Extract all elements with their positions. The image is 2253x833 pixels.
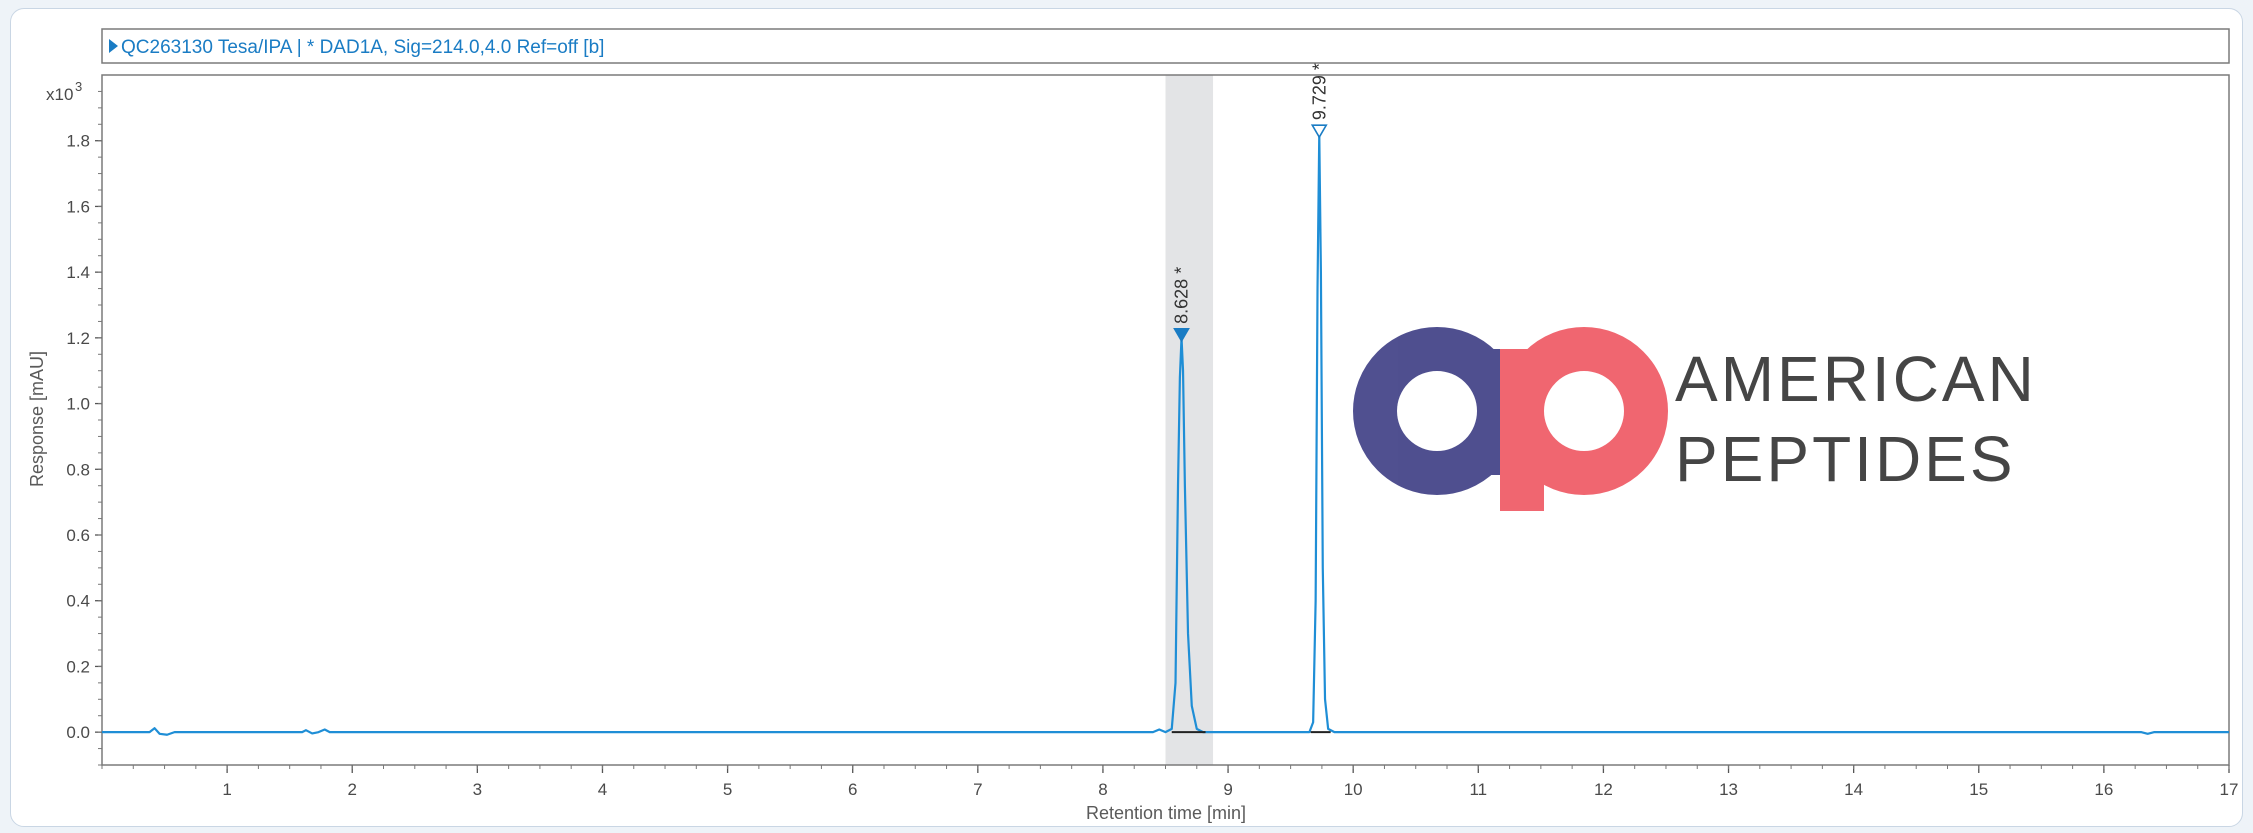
- x-tick-label: 1: [222, 780, 231, 799]
- x-tick-label: 2: [348, 780, 357, 799]
- chart-header: QC263130 Tesa/IPA | * DAD1A, Sig=214.0,4…: [121, 37, 604, 58]
- logo-line1: AMERICAN: [1675, 343, 2037, 415]
- x-tick-label: 9: [1223, 780, 1232, 799]
- x-tick-label: 12: [1594, 780, 1613, 799]
- y-tick-label: 1.2: [66, 329, 90, 348]
- x-tick-label: 17: [2220, 780, 2239, 799]
- x-axis: 1 2 3 4 5 6 7 8 9 10 11 12 13 14 15 16 17: [101, 765, 2239, 799]
- y-scale-exponent: 3: [75, 79, 82, 94]
- y-tick-label: 0.2: [66, 657, 90, 676]
- american-peptides-logo: AMERICAN PEPTIDES: [1353, 327, 2037, 511]
- x-tick-label: 6: [848, 780, 857, 799]
- y-axis: 0.0 0.2 0.4 0.6 0.8 1.0 1.2 1.4 1.6 1.8: [66, 90, 102, 766]
- expand-arrow-icon[interactable]: [109, 39, 118, 53]
- x-tick-label: 16: [2094, 780, 2113, 799]
- logo-line2: PEPTIDES: [1675, 423, 2016, 495]
- x-tick-label: 4: [598, 780, 607, 799]
- chart-header-box: [101, 28, 2230, 64]
- y-tick-label: 0.4: [66, 592, 90, 611]
- x-tick-label: 8: [1098, 780, 1107, 799]
- x-tick-label: 7: [973, 780, 982, 799]
- y-tick-label: 1.4: [66, 263, 90, 282]
- x-tick-label: 5: [723, 780, 732, 799]
- y-tick-label: 0.0: [66, 723, 90, 742]
- y-axis-title: Response [mAU]: [27, 351, 47, 487]
- x-tick-label: 11: [1469, 780, 1487, 799]
- x-tick-label: 15: [1969, 780, 1988, 799]
- peak-annotations: 8.628 * 9.729 *: [1172, 63, 1329, 343]
- x-tick-label: 14: [1844, 780, 1863, 799]
- peak-label: 9.729 *: [1309, 63, 1329, 120]
- x-tick-label: 13: [1719, 780, 1738, 799]
- y-tick-label: 0.6: [66, 526, 90, 545]
- x-tick-label: 3: [473, 780, 482, 799]
- chromatogram-chart: QC263130 Tesa/IPA | * DAD1A, Sig=214.0,4…: [27, 28, 2239, 823]
- chart-frame: QC263130 Tesa/IPA | * DAD1A, Sig=214.0,4…: [10, 8, 2243, 827]
- y-tick-label: 1.6: [66, 197, 90, 216]
- chromatogram-trace: [102, 133, 2229, 736]
- peak-marker: [1173, 328, 1190, 343]
- peak-label: 8.628 *: [1172, 267, 1192, 324]
- y-tick-label: 0.8: [66, 460, 90, 479]
- y-scale-label: x10: [46, 85, 73, 104]
- peak-marker: [1310, 124, 1328, 139]
- x-axis-title: Retention time [min]: [1086, 803, 1246, 823]
- logo-p-stem: [1500, 349, 1544, 511]
- x-tick-label: 10: [1344, 780, 1363, 799]
- y-tick-label: 1.8: [66, 132, 90, 151]
- series-layer: [102, 133, 2229, 736]
- y-tick-label: 1.0: [66, 395, 90, 414]
